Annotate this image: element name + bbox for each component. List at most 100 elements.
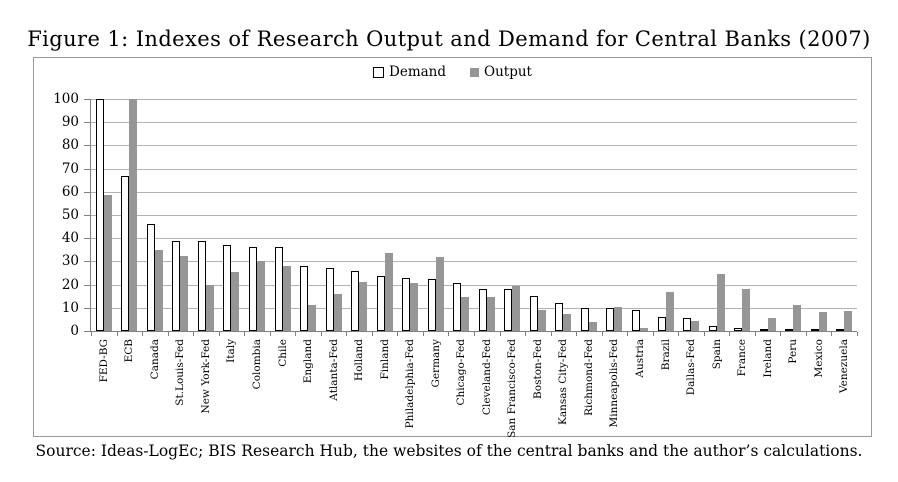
x-axis-label: Holland xyxy=(353,339,366,381)
legend-item-output: Output xyxy=(470,64,532,80)
x-axis-label: Philadelphia-Fed xyxy=(404,339,417,429)
y-axis-tick xyxy=(84,215,91,216)
x-axis-label: Italy xyxy=(225,339,238,363)
x-axis-tick xyxy=(627,332,629,336)
x-axis-label: Minneapolis-Fed xyxy=(608,339,621,428)
y-axis-label: 80 xyxy=(61,137,79,154)
gridline xyxy=(91,145,857,147)
x-axis-label: FED-BG xyxy=(97,339,110,383)
bar-demand xyxy=(555,303,564,331)
bar-output xyxy=(129,99,138,331)
bar-output xyxy=(333,293,342,331)
y-axis-label: 0 xyxy=(70,323,79,339)
bar-demand xyxy=(631,310,640,331)
gridline xyxy=(91,122,857,124)
bar-demand xyxy=(402,277,411,331)
x-axis-label: Colombia xyxy=(250,339,263,390)
x-axis-label: Spain xyxy=(710,339,723,370)
x-axis-tick xyxy=(703,332,705,336)
x-axis-tick xyxy=(601,332,603,336)
y-axis-label: 90 xyxy=(61,114,79,131)
gridline xyxy=(91,238,857,240)
y-axis-label: 30 xyxy=(61,253,79,270)
x-axis-label: Venezuela xyxy=(838,339,851,393)
x-axis-tick xyxy=(269,332,271,336)
x-axis-label: France xyxy=(736,339,749,377)
bar-output xyxy=(486,297,495,331)
x-axis-tick xyxy=(805,332,807,336)
x-axis-label: Chile xyxy=(276,339,289,367)
x-axis xyxy=(90,331,857,332)
bar-demand xyxy=(223,245,232,331)
x-axis-tick xyxy=(652,332,654,336)
y-axis-tick xyxy=(84,261,91,263)
gridline xyxy=(91,99,857,100)
bar-output xyxy=(410,283,419,331)
y-axis-label: 60 xyxy=(61,183,79,200)
x-axis-label: England xyxy=(302,339,315,384)
y-axis-tick xyxy=(84,99,91,100)
demand-swatch-icon xyxy=(373,66,385,78)
y-axis xyxy=(90,99,91,332)
gridline xyxy=(91,261,857,263)
x-axis-label: Ireland xyxy=(761,339,774,378)
gridline xyxy=(91,307,857,309)
bar-demand xyxy=(810,329,819,331)
x-axis-tick xyxy=(244,332,246,336)
x-axis-tick xyxy=(678,332,680,336)
bar-demand xyxy=(172,240,181,331)
x-axis-label: San Francisco-Fed xyxy=(506,339,519,438)
x-axis-tick xyxy=(576,332,578,336)
bar-demand xyxy=(325,268,334,331)
gridline xyxy=(91,168,857,170)
y-axis-label: 10 xyxy=(61,299,79,316)
figure-title: Figure 1: Indexes of Research Output and… xyxy=(27,27,871,51)
x-axis-tick xyxy=(116,332,118,336)
x-axis-label: Atlanta-Fed xyxy=(327,339,340,401)
y-axis-tick xyxy=(84,238,91,240)
bar-demand xyxy=(478,289,487,331)
bar-demand xyxy=(95,99,104,331)
x-axis-tick xyxy=(346,332,348,336)
bar-output xyxy=(308,305,317,331)
bar-output xyxy=(512,285,521,331)
x-axis-label: Mexico xyxy=(812,339,825,378)
x-axis-label: St.Louis-Fed xyxy=(174,339,187,406)
bar-demand xyxy=(197,240,206,331)
bar-demand xyxy=(351,270,360,331)
bar-output xyxy=(180,255,189,331)
x-axis-tick xyxy=(295,332,297,336)
legend-item-demand: Demand xyxy=(373,64,446,80)
bar-demand xyxy=(427,278,436,331)
bar-demand xyxy=(504,289,513,331)
x-axis-label: Chicago-Fed xyxy=(455,339,468,406)
gridline xyxy=(91,215,857,216)
bar-output xyxy=(614,306,623,331)
x-axis-tick xyxy=(142,332,144,336)
bar-output xyxy=(716,274,725,331)
x-axis-tick xyxy=(397,332,399,336)
bar-output xyxy=(793,305,802,331)
x-axis-label: Finland xyxy=(378,339,391,380)
bar-output xyxy=(818,312,827,331)
gridline xyxy=(91,191,857,193)
x-axis-tick xyxy=(754,332,756,336)
bar-output xyxy=(384,253,393,331)
x-axis-tick xyxy=(474,332,475,336)
bar-output xyxy=(359,282,368,331)
bar-demand xyxy=(300,266,309,331)
y-axis-label: 20 xyxy=(61,276,79,293)
x-axis-label: Germany xyxy=(429,339,442,388)
bar-output xyxy=(154,249,163,331)
x-axis-tick xyxy=(91,332,92,336)
bar-demand xyxy=(274,247,283,331)
y-axis-label: 50 xyxy=(61,207,79,223)
bar-output xyxy=(767,318,776,331)
x-axis-tick xyxy=(831,332,833,336)
bar-output xyxy=(461,297,470,331)
x-axis-label: ECB xyxy=(123,339,136,363)
bar-output xyxy=(691,320,700,331)
bar-output xyxy=(103,195,112,331)
bar-output xyxy=(844,311,853,331)
bar-output xyxy=(665,291,674,331)
